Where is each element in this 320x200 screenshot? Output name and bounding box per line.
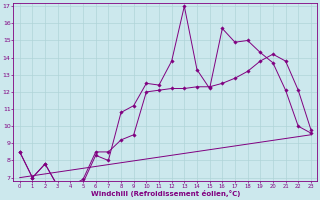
X-axis label: Windchill (Refroidissement éolien,°C): Windchill (Refroidissement éolien,°C): [91, 190, 240, 197]
